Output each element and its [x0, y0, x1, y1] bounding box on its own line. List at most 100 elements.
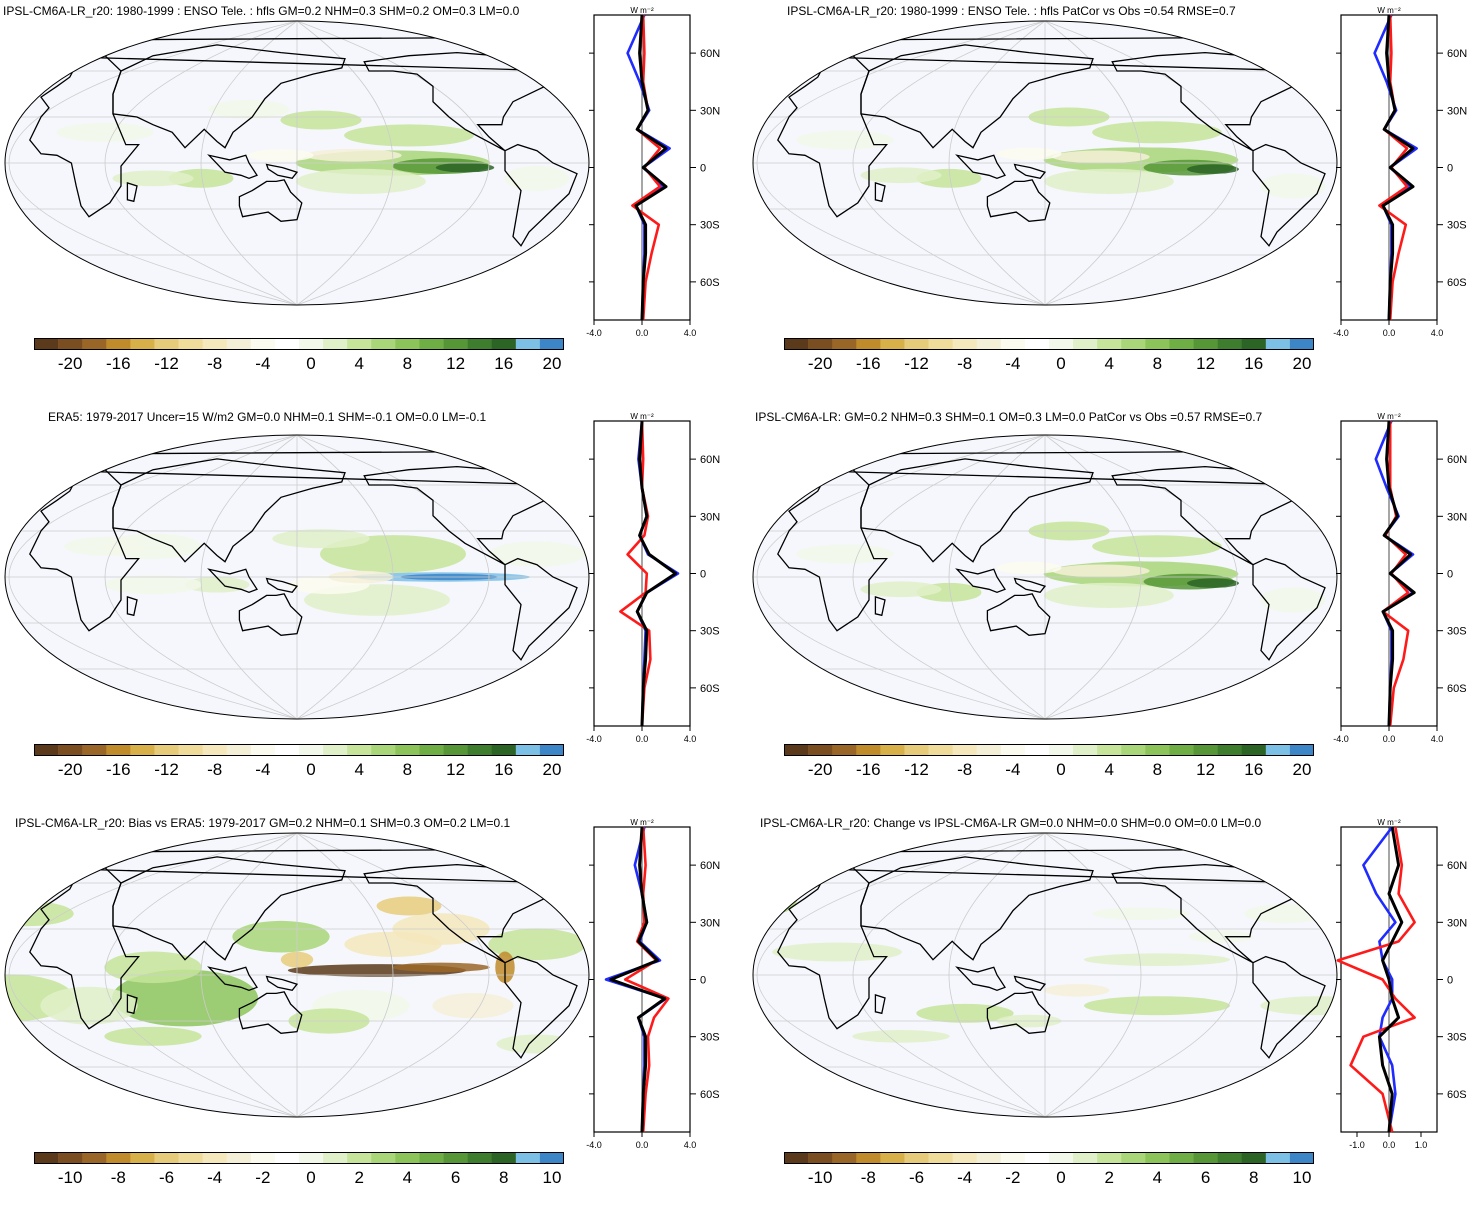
- colorbar-box: [250, 1152, 276, 1164]
- field-patch: [1187, 164, 1239, 174]
- field-patch: [1044, 582, 1174, 609]
- colorbar-tick-label: 6: [450, 1168, 461, 1187]
- lat-tick-label: 30S: [700, 1032, 720, 1044]
- colorbar-box: [202, 1152, 228, 1164]
- world-map: [4, 434, 590, 720]
- colorbar-labels: -20 -16 -12 -8 -4 0 4 8 12 16 20: [784, 760, 1314, 782]
- colorbar-box: [58, 338, 83, 350]
- panel-p1: IPSL-CM6A-LR_r20: 1980-1999 : ENSO Tele.…: [0, 0, 741, 396]
- colorbar-box: [274, 1152, 300, 1164]
- colorbar-box: [952, 744, 978, 756]
- colorbar: [34, 338, 564, 350]
- field-patch: [112, 969, 258, 1027]
- longitude-line: [1044, 832, 1142, 1118]
- x-tick-label: 0.0: [1383, 328, 1396, 338]
- x-tick-label: 0.0: [1383, 1140, 1396, 1150]
- series-line-red: [1336, 826, 1416, 1133]
- map-border: [752, 434, 1338, 720]
- panel-p5: IPSL-CM6A-LR_r20: Bias vs ERA5: 1979-201…: [0, 812, 741, 1208]
- colorbar-tick-label: 12: [446, 760, 466, 779]
- colorbar-box: [250, 338, 276, 350]
- colorbar-tick-label: -6: [158, 1168, 175, 1187]
- x-tick-label: 0.0: [636, 1140, 649, 1150]
- colorbar-box: [58, 1152, 83, 1164]
- lat-tick-label: 60S: [700, 1089, 720, 1101]
- colorbar-box: [976, 744, 1002, 756]
- colorbar-box: [1169, 1152, 1194, 1164]
- coast-maritime-islands: [955, 966, 1006, 991]
- field-patch: [496, 1034, 578, 1054]
- colorbar-box: [1241, 744, 1267, 756]
- field-patch: [376, 896, 442, 916]
- field-patch: [488, 928, 586, 961]
- field-patch: [1084, 996, 1230, 1016]
- longitude-line: [296, 434, 490, 720]
- colorbar-box: [130, 1152, 155, 1164]
- colorbar-tick-label: 0: [306, 1168, 316, 1187]
- coast-australia: [238, 593, 303, 636]
- colorbar-box: [976, 338, 1002, 350]
- colorbar-frame: [34, 338, 564, 350]
- x-tick-label: -1.0: [1349, 1140, 1365, 1150]
- colorbar-box: [178, 1152, 203, 1164]
- profile-unit: W m⁻²: [630, 412, 654, 421]
- lat-tick-label: 30S: [700, 626, 720, 638]
- colorbar-box: [371, 744, 396, 756]
- map-field: [56, 99, 570, 195]
- panel-title: ERA5: 1979-2017 Uncer=15 W/m2 GM=0.0 NHM…: [48, 410, 487, 424]
- x-tick-label: 4.0: [684, 1140, 697, 1150]
- colorbar-box: [1073, 338, 1098, 350]
- colorbar-box: [1121, 1152, 1146, 1164]
- longitude-line: [948, 832, 1046, 1118]
- field-patch: [1092, 907, 1190, 920]
- longitude-line: [296, 20, 490, 306]
- colorbar-box: [1024, 338, 1050, 350]
- colorbar-box: [58, 744, 83, 756]
- colorbar-tick-label: 0: [1056, 1168, 1066, 1187]
- colorbar-box: [347, 338, 372, 350]
- field-patch: [996, 147, 1062, 161]
- colorbar-tick-label: 8: [1152, 760, 1163, 779]
- zonal-profile: W m⁻² 60N 30N 0 30S 60S -4.0 0.0 4.0: [586, 6, 720, 338]
- lat-tick-label: 30N: [1447, 105, 1467, 117]
- colorbar-box: [106, 744, 131, 756]
- colorbar-tick-label: 6: [1200, 1168, 1211, 1187]
- x-tick-label: -4.0: [1333, 328, 1349, 338]
- colorbar-tick-label: -2: [1005, 1168, 1021, 1187]
- colorbar-tick-label: -4: [1005, 354, 1021, 373]
- coast-africa-europe: [29, 867, 140, 1030]
- zonal-profile: W m⁻² 60N 30N 0 30S 60S -4.0 0.0 4.0: [1333, 6, 1467, 338]
- field-patch: [104, 1026, 202, 1046]
- coast-asia: [112, 458, 346, 563]
- coast-new-guinea: [265, 163, 299, 180]
- colorbar-tick-label: -20: [57, 354, 83, 373]
- longitude-line: [296, 832, 394, 1118]
- lat-tick-label: 60S: [700, 683, 720, 695]
- x-tick-label: 4.0: [684, 734, 697, 744]
- coast-australia: [986, 179, 1051, 222]
- colorbar-tick-label: 8: [402, 760, 413, 779]
- coast-new-guinea: [1013, 163, 1047, 180]
- colorbar-box: [467, 1152, 493, 1164]
- field-patch: [772, 942, 902, 962]
- panel-title: IPSL-CM6A-LR_r20: 1980-1999 : ENSO Tele.…: [787, 4, 1236, 18]
- colorbar-box: [467, 744, 493, 756]
- colorbar-tick-label: 0: [306, 760, 316, 779]
- world-map: [4, 20, 590, 306]
- field-patch: [916, 1003, 1014, 1023]
- colorbar-box: [347, 1152, 372, 1164]
- colorbar-box: [443, 338, 468, 350]
- colorbar-tick-label: -10: [57, 1168, 83, 1187]
- colorbar-box: [856, 338, 881, 350]
- colorbar-box: [880, 338, 905, 350]
- colorbar-box: [202, 338, 228, 350]
- coast-australia: [986, 991, 1051, 1034]
- colorbar-box: [130, 744, 155, 756]
- colorbar-tick-label: 4: [1104, 760, 1114, 779]
- colorbar-box: [1024, 744, 1050, 756]
- x-tick-label: 0.0: [1383, 734, 1396, 744]
- colorbar-tick-label: 8: [1249, 1168, 1259, 1187]
- coast-south-america: [504, 955, 578, 1059]
- colorbar-box: [856, 1152, 881, 1164]
- colorbar-tick-label: -12: [904, 760, 929, 779]
